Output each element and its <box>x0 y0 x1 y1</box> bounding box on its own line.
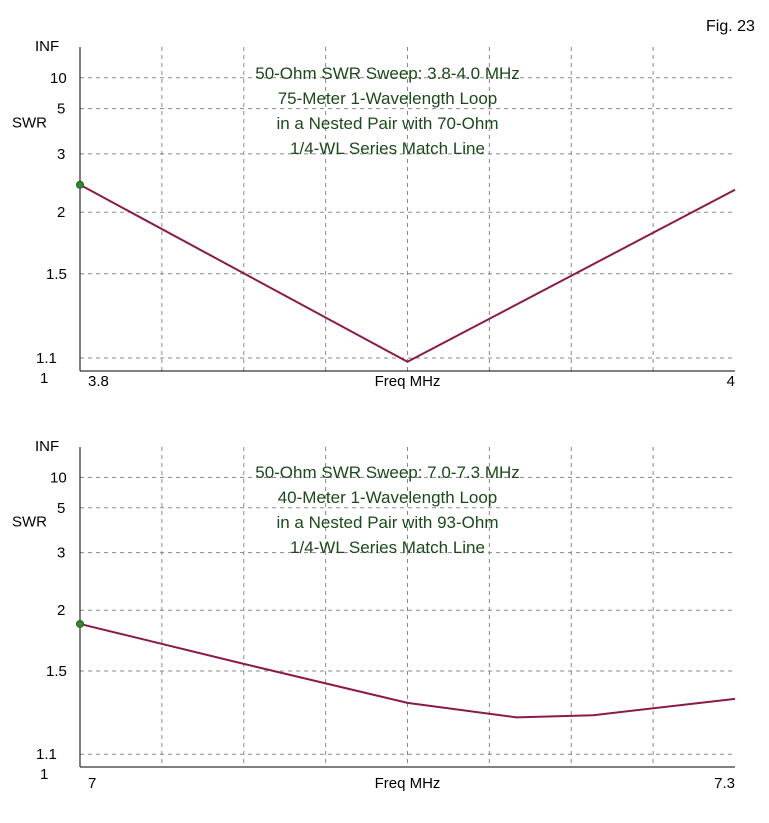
chart-title-line: in a Nested Pair with 93-Ohm <box>276 513 498 532</box>
y-tick-label: 3 <box>57 146 65 163</box>
x-tick-label: 3.8 <box>88 373 109 390</box>
chart-title-line: 50-Ohm SWR Sweep: 7.0-7.3 MHz <box>255 463 520 482</box>
chart-title-line: 40-Meter 1-Wavelength Loop <box>278 488 498 507</box>
y-tick-label: 10 <box>50 70 67 87</box>
y-tick-label: 2 <box>57 204 65 221</box>
x-tick-label: 7.3 <box>714 775 735 792</box>
y-tick-label: 5 <box>57 500 65 517</box>
y-tick-label: 1.1 <box>36 746 57 763</box>
y-tick-label: INF <box>35 438 59 455</box>
y-tick-label: 1.1 <box>36 350 57 367</box>
y-tick-label: 2 <box>57 602 65 619</box>
x-tick-label: 7 <box>88 775 96 792</box>
chart-title-line: in a Nested Pair with 70-Ohm <box>276 114 498 133</box>
swr-curve <box>79 622 736 719</box>
chart-title-line: 50-Ohm SWR Sweep: 3.8-4.0 MHz <box>255 64 520 83</box>
start-marker <box>76 619 84 628</box>
swr-chart-40m: INF 10 5 3 2 1.5 1.1 1 SWR 7 7.3 Freq MHz 50-Ohm SWR… <box>12 438 736 792</box>
y-tick-label: 1.5 <box>46 266 67 283</box>
y-tick-label: 1 <box>40 370 48 387</box>
swr-chart-75m: INF 10 5 3 2 1.5 1.1 1 SWR 3.8 4 Freq MHz 50-Ohm SWR… <box>12 38 736 390</box>
y-axis-label: SWR <box>12 115 47 132</box>
chart-title-line: 1/4-WL Series Match Line <box>290 538 485 557</box>
y-tick-label: INF <box>35 38 59 55</box>
y-tick-label: 1 <box>40 766 48 783</box>
chart-title-line: 75-Meter 1-Wavelength Loop <box>278 89 498 108</box>
start-marker <box>76 180 84 189</box>
y-tick-label: 10 <box>50 469 67 486</box>
y-axis-label: SWR <box>12 514 47 531</box>
x-tick-label: 4 <box>727 373 735 390</box>
chart-title-line: 1/4-WL Series Match Line <box>290 139 485 158</box>
y-tick-label: 3 <box>57 545 65 562</box>
y-tick-label: 1.5 <box>46 663 67 680</box>
x-axis-label: Freq MHz <box>375 775 441 792</box>
swr-curve <box>79 183 736 363</box>
figure-label: Fig. 23 <box>706 18 755 35</box>
x-axis-label: Freq MHz <box>375 373 441 390</box>
y-tick-label: 5 <box>57 101 65 118</box>
